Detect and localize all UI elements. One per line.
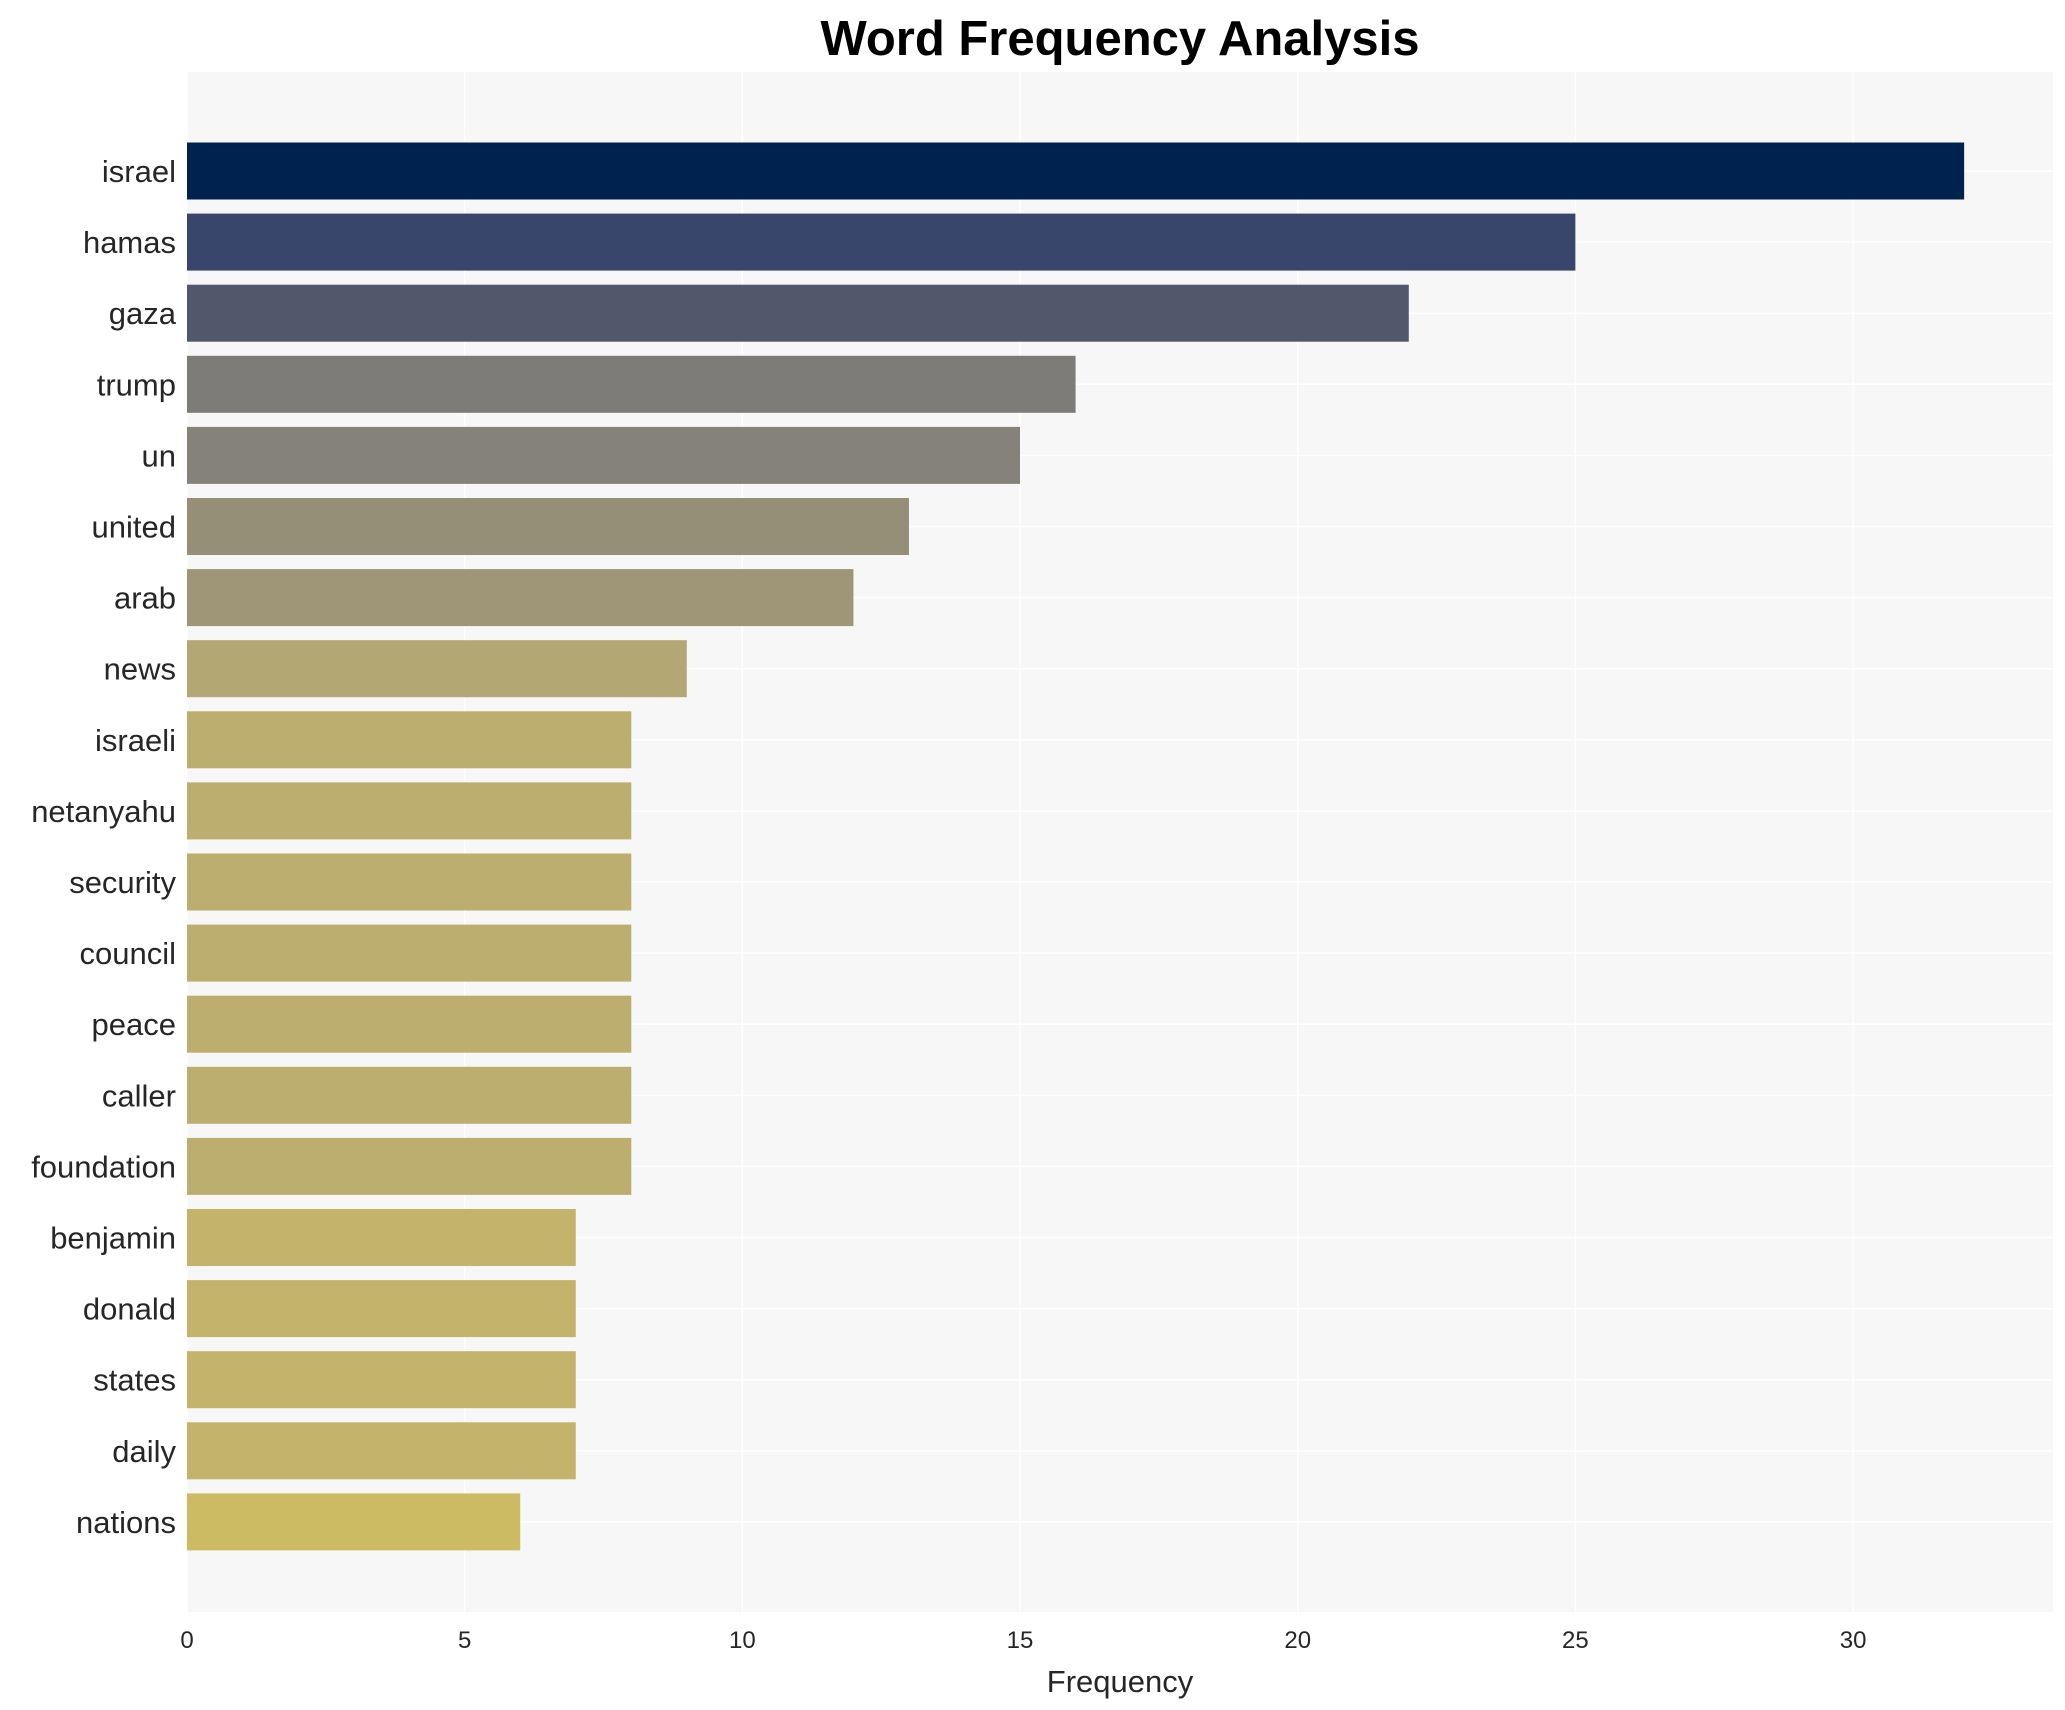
category-label-states: states bbox=[93, 1363, 176, 1398]
bar-hamas bbox=[187, 213, 1576, 271]
category-label-un: un bbox=[142, 438, 176, 473]
bar-united bbox=[187, 498, 909, 555]
chart-title: Word Frequency Analysis bbox=[820, 12, 1419, 66]
bar-gaza bbox=[187, 284, 1409, 342]
category-label-trump: trump bbox=[97, 367, 176, 402]
x-tick-labels: 0 5 10 15 20 25 30 bbox=[180, 1627, 1866, 1654]
bar-un bbox=[187, 426, 1021, 484]
category-label-arab: arab bbox=[114, 581, 176, 616]
category-label-donald: donald bbox=[83, 1292, 176, 1327]
category-label-israeli: israeli bbox=[95, 723, 176, 758]
bar-israel bbox=[187, 142, 1965, 200]
x-tick-label: 30 bbox=[1840, 1627, 1867, 1654]
bar-arab bbox=[187, 569, 854, 627]
bar-council bbox=[187, 924, 632, 982]
category-label-hamas: hamas bbox=[83, 225, 176, 260]
bar-nations bbox=[187, 1493, 521, 1551]
bar-trump bbox=[187, 355, 1076, 413]
bar-caller bbox=[187, 1066, 632, 1124]
category-label-gaza: gaza bbox=[109, 296, 177, 331]
x-tick-label: 0 bbox=[180, 1627, 193, 1654]
bar-donald bbox=[187, 1280, 576, 1338]
bar-peace bbox=[187, 995, 632, 1053]
category-label-peace: peace bbox=[92, 1007, 176, 1042]
bars bbox=[187, 142, 1965, 1551]
x-tick-label: 15 bbox=[1007, 1627, 1034, 1654]
category-label-foundation: foundation bbox=[31, 1149, 176, 1184]
category-label-israel: israel bbox=[102, 154, 176, 189]
category-label-news: news bbox=[104, 652, 176, 687]
category-labels: israel hamas gaza trump un united arab news isra… bbox=[31, 154, 177, 1540]
bar-israeli bbox=[187, 711, 632, 769]
bar-netanyahu bbox=[187, 782, 632, 840]
bar-benjamin bbox=[187, 1209, 576, 1266]
bar-security bbox=[187, 853, 632, 911]
x-tick-label: 5 bbox=[458, 1627, 471, 1654]
category-label-united: united bbox=[92, 510, 176, 545]
category-label-daily: daily bbox=[112, 1434, 176, 1469]
bar-states bbox=[187, 1351, 576, 1409]
category-label-caller: caller bbox=[102, 1078, 176, 1113]
category-label-council: council bbox=[80, 936, 177, 971]
x-tick-label: 10 bbox=[729, 1627, 756, 1654]
category-label-nations: nations bbox=[76, 1505, 176, 1540]
x-tick-label: 25 bbox=[1562, 1627, 1589, 1654]
x-tick-label: 20 bbox=[1284, 1627, 1311, 1654]
bar-foundation bbox=[187, 1137, 632, 1195]
category-label-benjamin: benjamin bbox=[50, 1221, 176, 1256]
category-label-netanyahu: netanyahu bbox=[31, 794, 176, 829]
bar-news bbox=[187, 640, 687, 698]
x-axis-label: Frequency bbox=[1047, 1664, 1194, 1699]
bar-daily bbox=[187, 1422, 576, 1480]
category-label-security: security bbox=[69, 865, 176, 900]
